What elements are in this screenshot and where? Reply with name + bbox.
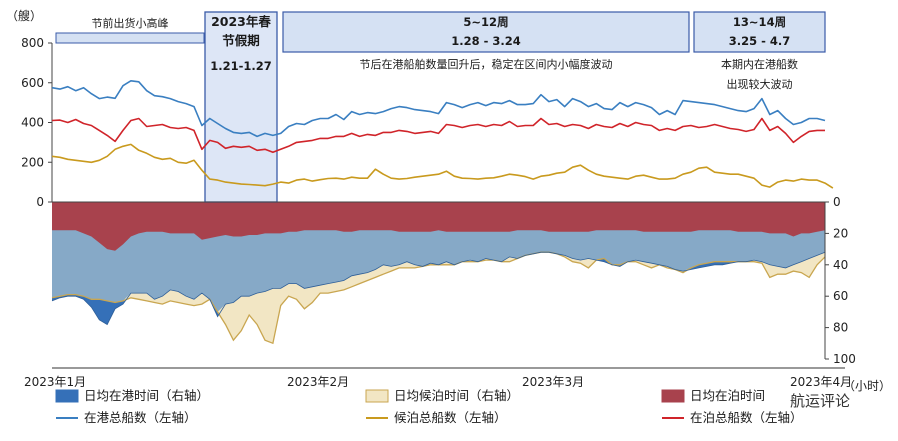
legend-swatch bbox=[55, 389, 79, 403]
outline-in-port bbox=[51, 251, 826, 326]
bottom-area-panel bbox=[51, 202, 826, 345]
top-tick-label: 400 bbox=[21, 116, 44, 130]
axes: 0 200 400 600 800 0 20 40 60 80 100 （艘） （小时） 2023年1月 2… bbox=[6, 8, 891, 393]
left-unit-label: （艘） bbox=[6, 8, 42, 23]
top-tick-label: 200 bbox=[21, 155, 44, 169]
series-line-1 bbox=[51, 143, 834, 189]
ann-box bbox=[55, 32, 205, 44]
legend-label: 候泊总船数（左轴） bbox=[394, 410, 507, 425]
ann-text: 节后在港船舶数量回升后，稳定在区间内小幅度波动 bbox=[360, 57, 613, 71]
bottom-tick-label: 40 bbox=[833, 258, 848, 272]
holiday-region bbox=[204, 11, 278, 203]
ann-title: 13~14周 bbox=[733, 15, 786, 29]
x-tick-label: 2023年4月 bbox=[790, 375, 852, 389]
top-tick-label: 800 bbox=[21, 36, 44, 50]
ann-title: 节前出货小高峰 bbox=[92, 16, 169, 30]
top-tick-label: 600 bbox=[21, 76, 44, 90]
ann-title: 节假期 bbox=[222, 33, 260, 48]
bottom-tick-label: 0 bbox=[833, 195, 841, 209]
x-tick-label: 2023年2月 bbox=[287, 375, 349, 389]
ann-text: 1.21-1.27 bbox=[210, 59, 272, 73]
watermark-text: 航运评论 bbox=[790, 392, 850, 410]
ann-title: 5~12周 bbox=[463, 15, 508, 29]
legend-swatch bbox=[365, 389, 389, 403]
ann-title: 3.25 - 4.7 bbox=[729, 34, 791, 48]
ann-title: 2023年春 bbox=[211, 14, 271, 29]
bottom-tick-label: 60 bbox=[833, 289, 848, 303]
x-tick-label: 2023年3月 bbox=[522, 375, 584, 389]
legend-label: 在泊总船数（左轴） bbox=[690, 410, 803, 425]
ann-box bbox=[282, 11, 690, 53]
highlight-region bbox=[204, 11, 278, 203]
area-at-berth bbox=[52, 202, 825, 251]
legend-label: 日均候泊时间（右轴） bbox=[394, 388, 519, 403]
ann-box bbox=[693, 11, 826, 53]
legend-label: 日均在港时间（右轴） bbox=[84, 388, 209, 403]
legend-swatch bbox=[661, 389, 685, 403]
top-line-panel bbox=[51, 80, 834, 189]
legend-label: 在港总船数（左轴） bbox=[84, 410, 197, 425]
x-tick-label: 2023年1月 bbox=[24, 375, 86, 389]
bottom-tick-label: 80 bbox=[833, 321, 848, 335]
right-unit-label: （小时） bbox=[843, 379, 891, 393]
bottom-tick-label: 20 bbox=[833, 226, 848, 240]
ann-title: 1.28 - 3.24 bbox=[451, 34, 521, 48]
ann-text: 本期内在港船数 bbox=[721, 57, 798, 71]
bottom-tick-label: 100 bbox=[833, 352, 856, 366]
series-line-0 bbox=[51, 80, 826, 138]
legend-label: 日均在泊时间 bbox=[690, 388, 765, 403]
top-tick-label: 0 bbox=[36, 195, 44, 209]
ann-text: 出现较大波动 bbox=[727, 77, 793, 91]
series-line-2 bbox=[51, 117, 825, 154]
